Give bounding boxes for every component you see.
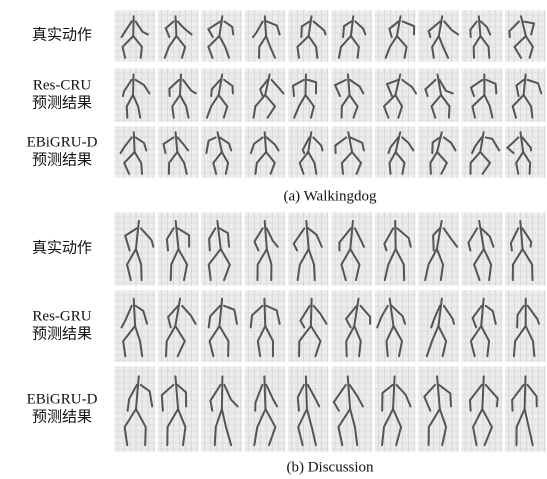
row-label: 预测结果 [32, 151, 92, 168]
frame-strip [114, 10, 546, 62]
skeleton [306, 376, 307, 409]
frame [114, 366, 155, 452]
row-label: Res-CRU [33, 77, 92, 93]
row-label: 真实动作 [32, 238, 92, 256]
frame-strip [114, 68, 546, 122]
skeleton [265, 16, 266, 36]
skeleton [133, 74, 134, 95]
row-label: 预测结果 [32, 94, 92, 111]
caption: (b) Discussion [286, 459, 374, 475]
frame [461, 126, 502, 178]
frame [114, 10, 155, 62]
skeleton [311, 299, 312, 326]
frame [288, 366, 329, 452]
frame-strip [114, 366, 546, 452]
frame [157, 10, 198, 62]
skeleton [264, 299, 265, 326]
row-label: 预测结果 [32, 408, 92, 425]
frame-strip [114, 212, 546, 286]
frame-strip [114, 290, 546, 362]
frame [374, 10, 415, 62]
frame [418, 366, 459, 452]
row-label: 预测结果 [32, 325, 92, 342]
figure: 真实动作Res-CRU预测结果EBiGRU-D预测结果(a) Walkingdo… [0, 0, 547, 479]
skeleton [222, 376, 223, 409]
skeleton [176, 16, 177, 36]
skeleton [134, 132, 135, 152]
caption: (a) Walkingdog [283, 188, 377, 204]
frame [418, 126, 459, 178]
frame [114, 68, 155, 122]
skeleton [395, 221, 396, 249]
frame [157, 68, 198, 122]
frame [331, 68, 372, 122]
skeleton [525, 376, 526, 409]
skeleton [264, 376, 265, 409]
frame-strip [114, 126, 546, 178]
row-label: Res-GRU [32, 308, 91, 324]
frame [461, 68, 502, 122]
skeleton [180, 74, 181, 95]
row-label: EBiGRU-D [27, 391, 98, 407]
row-label: EBiGRU-D [27, 134, 98, 150]
frame [461, 10, 502, 62]
row-label: 真实动作 [32, 25, 92, 43]
skeleton [134, 299, 135, 326]
